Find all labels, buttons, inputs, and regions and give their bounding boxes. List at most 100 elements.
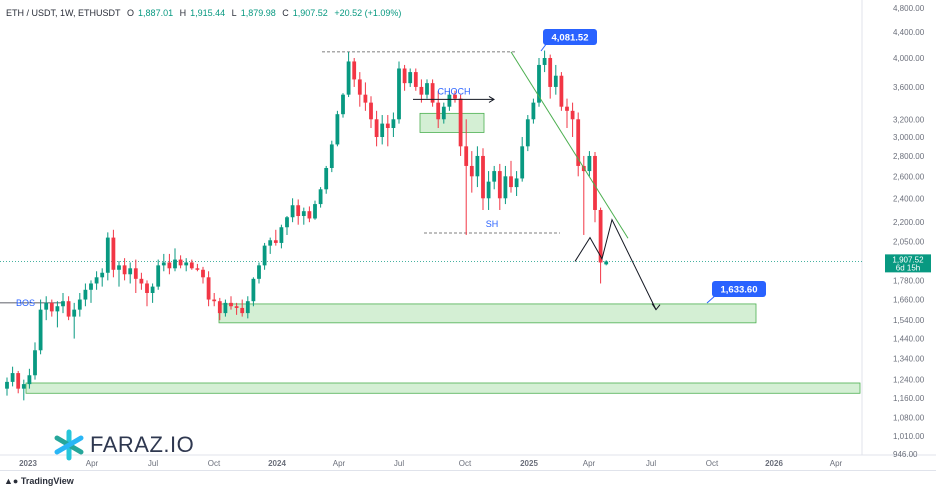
price-tick-label: 1,660.00 [893, 296, 925, 305]
candle-body [279, 227, 284, 243]
price-tick-label: 2,400.00 [893, 194, 925, 203]
candle-body [397, 68, 401, 120]
candle-body [195, 268, 200, 270]
candles-group [5, 50, 609, 401]
candle-body [570, 110, 575, 120]
candle-body [111, 237, 116, 270]
price-tick-label: 3,200.00 [893, 115, 925, 124]
high-value: 1,915.44 [190, 8, 226, 18]
candle-body [139, 278, 144, 284]
faraz-logo: FARAZ.IO [52, 428, 194, 462]
price-tick-label: 4,400.00 [893, 28, 925, 37]
candle-body [273, 240, 278, 243]
time-tick-label: Jul [646, 459, 656, 468]
candle-body [49, 302, 54, 312]
candle-body [301, 211, 306, 217]
choch-zone [419, 112, 485, 133]
candle-body [497, 171, 502, 199]
candle-body [329, 144, 334, 168]
candle-body [33, 350, 37, 376]
candle-body [290, 205, 295, 218]
chart-header: ETH / USDT, 1W, ETHUSDT O 1,887.01 H 1,915… [6, 8, 405, 18]
high-callout-text: 4,081.52 [552, 33, 589, 44]
choch-label: CHOCH [438, 86, 471, 96]
price-tick-label: 1,540.00 [893, 316, 925, 325]
time-tick-label: Oct [208, 459, 221, 468]
time-tick-label: Jul [148, 459, 158, 468]
price-tick-label: 1,160.00 [893, 394, 925, 403]
target-callout-text: 1,633.60 [721, 285, 758, 296]
candle-body [44, 302, 49, 310]
candle-body [391, 119, 396, 129]
candle-body [335, 114, 340, 145]
price-tick-label: 1,240.00 [893, 376, 925, 385]
candle-body [229, 302, 233, 307]
time-tick-label: 2026 [765, 459, 783, 468]
candle-body [5, 381, 9, 389]
candle-body [240, 307, 245, 314]
candle-body [553, 75, 558, 87]
demand-zone-lower [25, 382, 861, 394]
candle-body [251, 278, 256, 302]
candle-body [380, 123, 385, 138]
candle-body [531, 102, 536, 120]
candle-body [408, 72, 413, 84]
candle-body [593, 155, 597, 210]
candle-body [105, 237, 110, 273]
price-tick-label: 2,050.00 [893, 238, 925, 247]
candle-body [503, 176, 508, 199]
candle-body [206, 277, 211, 300]
candle-body [212, 299, 217, 302]
candle-body [296, 205, 301, 217]
close-label: C [282, 8, 289, 18]
candle-body [72, 309, 77, 317]
candle-body [318, 189, 323, 205]
demand-zone-upper [218, 303, 757, 324]
candle-body [94, 277, 99, 284]
candle-body [413, 72, 418, 87]
candle-body [559, 75, 564, 107]
price-tick-label: 3,000.00 [893, 133, 925, 142]
price-tick-label: 3,600.00 [893, 83, 925, 92]
price-tick-label: 1,340.00 [893, 354, 925, 363]
tradingview-logo-icon: ▲● [4, 476, 21, 486]
tradingview-label: TradingView [20, 476, 74, 486]
low-value: 1,879.98 [240, 8, 276, 18]
last-price-value: 1,907.52 [892, 255, 924, 264]
candle-body [604, 261, 609, 265]
candle-body [307, 211, 312, 219]
candle-body [100, 272, 105, 278]
candle-body [234, 306, 239, 308]
bos-label: BOS [16, 298, 35, 308]
candle-body [363, 94, 368, 103]
candle-body [447, 94, 452, 107]
candle-body [55, 306, 60, 312]
candle-body [27, 375, 32, 385]
candle-body [441, 106, 446, 120]
candle-body [453, 94, 457, 99]
price-tick-label: 946.00 [893, 450, 918, 459]
time-tick-label: Apr [830, 459, 843, 468]
candle-body [430, 83, 435, 103]
high-label: H [179, 8, 187, 18]
time-tick-label: Apr [333, 459, 346, 468]
time-tick-label: Jul [394, 459, 404, 468]
candle-body [89, 283, 93, 290]
projected-path [574, 218, 657, 310]
candle-body [565, 106, 569, 111]
candle-body [83, 289, 88, 300]
high-callout-box [543, 29, 597, 45]
candle-body [324, 167, 329, 190]
candle-body [262, 245, 267, 266]
candle-body [156, 265, 161, 287]
tradingview-brand[interactable]: ▲● TradingView [4, 476, 74, 486]
time-tick-label: 2024 [268, 459, 286, 468]
candle-body [178, 259, 183, 266]
candle-body [285, 217, 289, 228]
price-tick-label: 4,000.00 [893, 54, 925, 63]
candle-body [189, 262, 194, 269]
candle-body [385, 123, 390, 129]
candle-body [201, 269, 205, 278]
candle-body [223, 302, 228, 314]
